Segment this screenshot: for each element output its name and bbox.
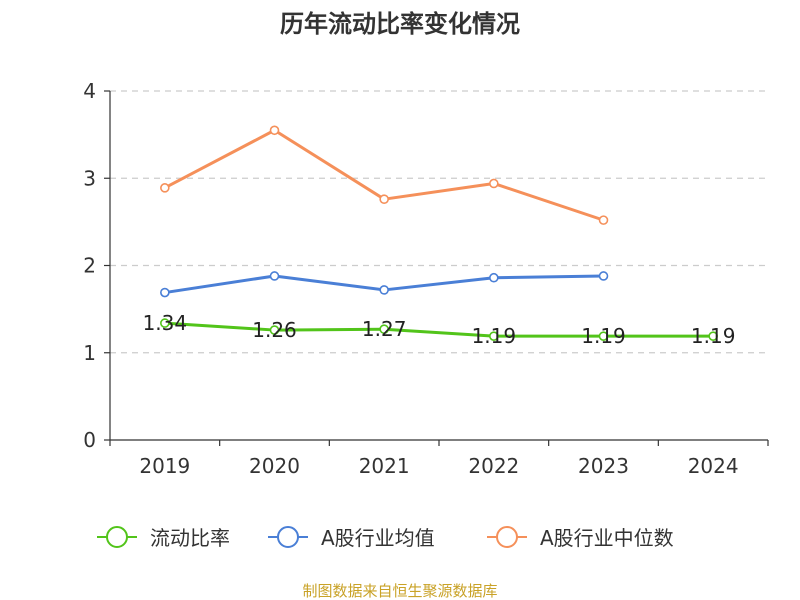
source-text: 制图数据来自恒生聚源数据库	[302, 582, 497, 600]
data-point	[160, 318, 170, 328]
data-label: 1.19	[472, 324, 517, 348]
y-tick-label: 0	[83, 428, 96, 452]
series-line	[164, 128, 604, 222]
x-tick-label: 2021	[359, 454, 410, 478]
data-label: 1.26	[252, 318, 297, 342]
x-tick-label: 2022	[468, 454, 519, 478]
data-point	[269, 325, 280, 335]
x-tick-label: 2024	[688, 454, 739, 478]
legend-label: A股行业均值	[321, 526, 435, 550]
data-label: 1.19	[691, 324, 736, 348]
legend-label: A股行业中位数	[540, 526, 674, 550]
series-group: 1.34 1.26 1.27 1.19 1.19 1.19	[143, 125, 736, 348]
data-point	[379, 285, 389, 295]
data-point	[160, 287, 170, 298]
x-tick-label: 2020	[249, 454, 300, 478]
series-line	[164, 321, 714, 338]
data-point	[708, 331, 718, 341]
y-tick-label: 3	[83, 166, 96, 190]
data-label: 1.27	[362, 317, 407, 341]
data-point	[598, 271, 609, 281]
chart-title: 历年流动比率变化情况	[280, 10, 520, 38]
legend-marker	[496, 526, 518, 548]
data-point	[489, 178, 499, 189]
legend-marker	[277, 526, 299, 548]
data-point	[379, 324, 389, 334]
legend: 流动比率 A股行业均值 A股行业中位数	[97, 526, 674, 550]
data-label: 1.19	[581, 324, 626, 348]
data-point	[379, 194, 389, 204]
data-point	[269, 125, 280, 136]
data-point	[598, 215, 609, 225]
y-tick-label: 2	[83, 254, 96, 278]
legend-item[interactable]: 流动比率	[97, 526, 230, 550]
legend-label: 流动比率	[150, 526, 230, 550]
y-tick-label: 1	[83, 341, 96, 365]
data-point	[489, 272, 499, 283]
legend-item[interactable]: A股行业均值	[268, 526, 435, 550]
data-point	[160, 183, 170, 193]
x-tick-label: 2023	[578, 454, 629, 478]
data-point	[489, 331, 499, 341]
y-tick-label: 4	[83, 79, 96, 103]
data-label: 1.34	[143, 311, 188, 335]
x-tick-label: 2019	[139, 454, 190, 478]
legend-marker	[106, 526, 128, 548]
grid-lines	[110, 90, 768, 354]
data-point	[598, 331, 609, 341]
axes: 0 1 2 3 4 2019 2020 2021 2022 2023 2024	[83, 79, 769, 478]
legend-item[interactable]: A股行业中位数	[487, 526, 674, 550]
data-point	[269, 271, 280, 281]
